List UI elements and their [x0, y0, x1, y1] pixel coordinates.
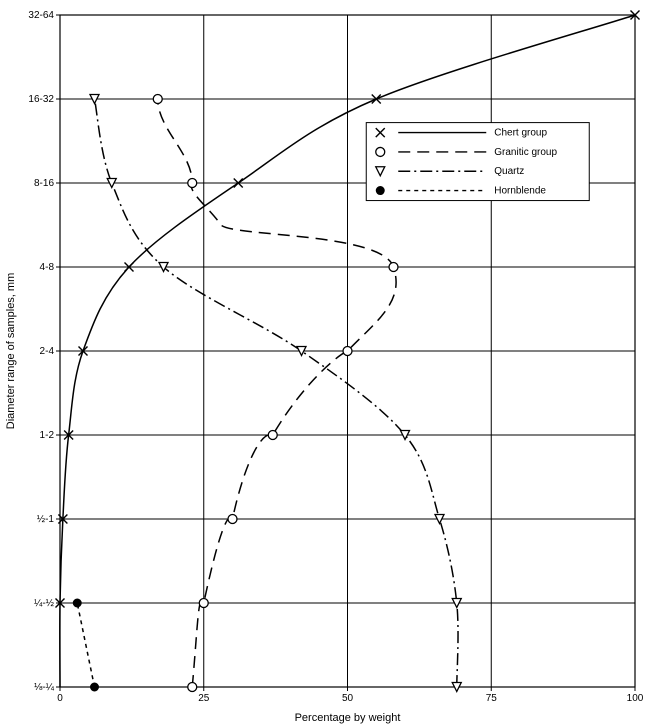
chart-container: 0 25 50 75 100 ⅛-¼ ¼-½ ½-1 1-2 2-4 4-8 8-16 16-32 32-… [0, 0, 650, 727]
svg-text:Hornblende: Hornblende [494, 186, 546, 197]
svg-text:1-2: 1-2 [40, 430, 55, 441]
chart-svg: 0 25 50 75 100 ⅛-¼ ¼-½ ½-1 1-2 2-4 4-8 8-16 16-32 32-… [0, 0, 650, 727]
svg-text:½-1: ½-1 [37, 514, 55, 525]
svg-text:Quartz: Quartz [494, 166, 524, 177]
svg-text:50: 50 [342, 693, 354, 704]
svg-text:¼-½: ¼-½ [34, 597, 55, 609]
svg-text:Percentage by weight: Percentage by weight [295, 712, 401, 724]
svg-text:2-4: 2-4 [40, 346, 55, 357]
svg-text:100: 100 [627, 693, 644, 704]
svg-text:32-64: 32-64 [28, 10, 54, 21]
svg-text:75: 75 [486, 693, 498, 704]
svg-text:⅛-¼: ⅛-¼ [34, 681, 55, 693]
svg-text:Granitic group: Granitic group [494, 147, 557, 158]
svg-text:Chert group: Chert group [494, 128, 547, 139]
svg-text:8-16: 8-16 [34, 178, 54, 189]
svg-text:4-8: 4-8 [40, 262, 55, 273]
svg-text:16-32: 16-32 [28, 94, 54, 105]
svg-text:0: 0 [57, 693, 63, 704]
svg-text:Diameter range of samples, mm: Diameter range of samples, mm [5, 273, 17, 430]
svg-text:25: 25 [198, 693, 210, 704]
